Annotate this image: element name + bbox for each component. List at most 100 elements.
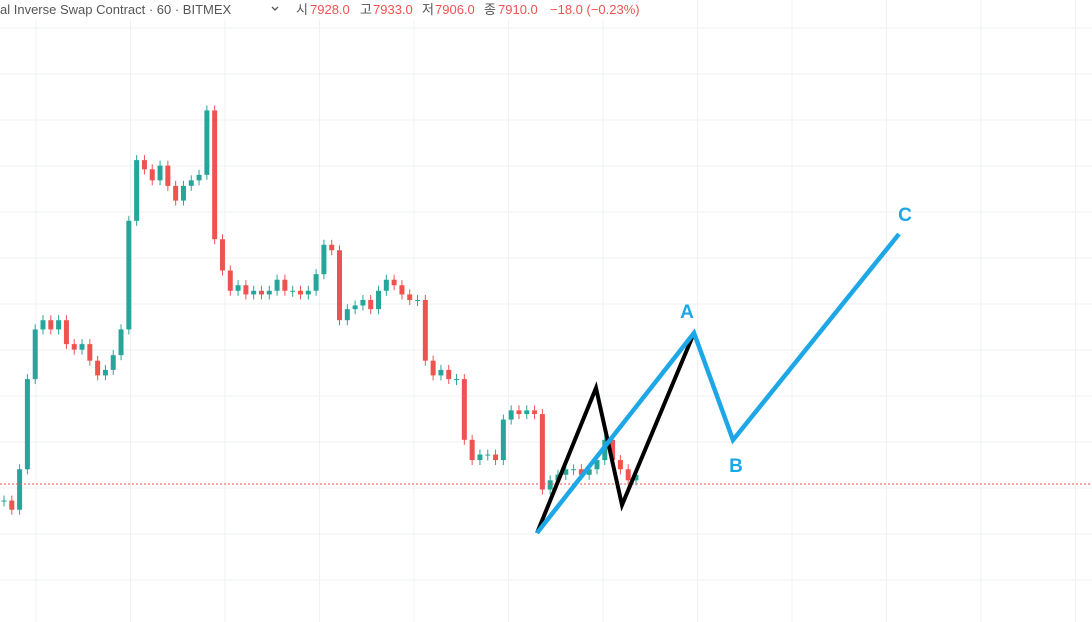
candle — [344, 309, 350, 321]
pattern-line-black — [535, 332, 696, 534]
candle — [95, 360, 101, 376]
candle — [274, 279, 280, 291]
candle — [118, 329, 124, 356]
high-label: 고 — [360, 2, 372, 17]
change: −18.0 (−0.23%) — [550, 2, 640, 17]
candle — [594, 460, 600, 470]
dropdown-icon[interactable] — [271, 6, 279, 11]
candle — [87, 344, 93, 361]
candle — [391, 279, 397, 286]
candle — [266, 290, 272, 295]
candle — [407, 294, 413, 300]
candle — [532, 410, 538, 415]
candle — [461, 379, 467, 440]
candle — [17, 469, 23, 510]
candle — [477, 454, 483, 461]
candle — [454, 379, 460, 381]
candle — [24, 379, 30, 470]
candle — [422, 299, 428, 361]
candle — [149, 169, 155, 181]
candle — [48, 320, 54, 330]
candle — [196, 174, 202, 181]
low-label: 저 — [422, 2, 434, 17]
candle — [71, 344, 77, 350]
candle — [173, 185, 179, 201]
pattern-line-blue — [535, 232, 901, 535]
candle — [9, 500, 15, 510]
candle — [563, 469, 569, 475]
candle — [243, 285, 249, 295]
candle — [586, 469, 592, 475]
candle — [188, 180, 194, 186]
candle — [508, 410, 514, 420]
candle — [165, 165, 171, 186]
candle — [282, 279, 288, 291]
candle — [290, 290, 296, 292]
candle — [399, 285, 405, 295]
candle — [305, 290, 311, 295]
candle — [438, 369, 444, 376]
candle — [360, 299, 366, 306]
candle — [571, 469, 577, 471]
candle — [524, 410, 530, 415]
candle — [617, 460, 623, 470]
candles — [0, 105, 1092, 515]
candle — [469, 439, 475, 461]
candle — [625, 469, 631, 481]
candle — [126, 220, 132, 330]
wave-label: A — [680, 302, 694, 323]
candle — [516, 410, 522, 415]
candle — [258, 290, 264, 295]
candle — [547, 480, 553, 490]
candle — [610, 439, 616, 461]
candle — [63, 320, 69, 345]
candle — [134, 160, 140, 221]
candle — [40, 320, 46, 330]
symbol[interactable]: al Inverse Swap Contract · 60 · BITMEX — [0, 2, 232, 17]
candle — [578, 469, 584, 475]
candle — [383, 279, 389, 291]
candle — [633, 474, 639, 481]
header-bg — [0, 0, 645, 20]
candle — [321, 244, 327, 275]
candle — [446, 369, 452, 380]
open-label: 시 — [296, 2, 308, 17]
close-value: 7910.0 — [498, 2, 538, 17]
candle — [493, 454, 499, 461]
candle — [235, 285, 241, 291]
candle — [141, 160, 147, 170]
candle — [110, 355, 116, 370]
candle — [212, 110, 218, 240]
candle — [329, 244, 335, 251]
candle — [337, 250, 343, 321]
candle — [1, 500, 7, 502]
candle — [539, 414, 545, 490]
candle — [415, 299, 421, 301]
candle — [368, 299, 374, 310]
close-label: 종 — [484, 2, 496, 17]
candle — [352, 305, 358, 310]
wave-label: B — [729, 456, 743, 477]
candle — [219, 239, 225, 271]
candle — [204, 110, 210, 175]
candle — [227, 270, 233, 291]
candle — [32, 329, 38, 380]
candle — [430, 360, 436, 376]
candle — [313, 274, 319, 291]
high-value: 7933.0 — [373, 2, 413, 17]
wave-label: C — [898, 205, 912, 226]
open-value: 7928.0 — [310, 2, 350, 17]
candle — [180, 185, 186, 201]
candle — [297, 290, 303, 295]
candle — [376, 290, 382, 310]
candle — [500, 419, 506, 461]
candle — [102, 369, 108, 376]
candle — [251, 290, 257, 295]
candle — [157, 165, 163, 181]
candle — [56, 320, 62, 330]
candle — [485, 454, 491, 456]
candle — [79, 344, 85, 350]
